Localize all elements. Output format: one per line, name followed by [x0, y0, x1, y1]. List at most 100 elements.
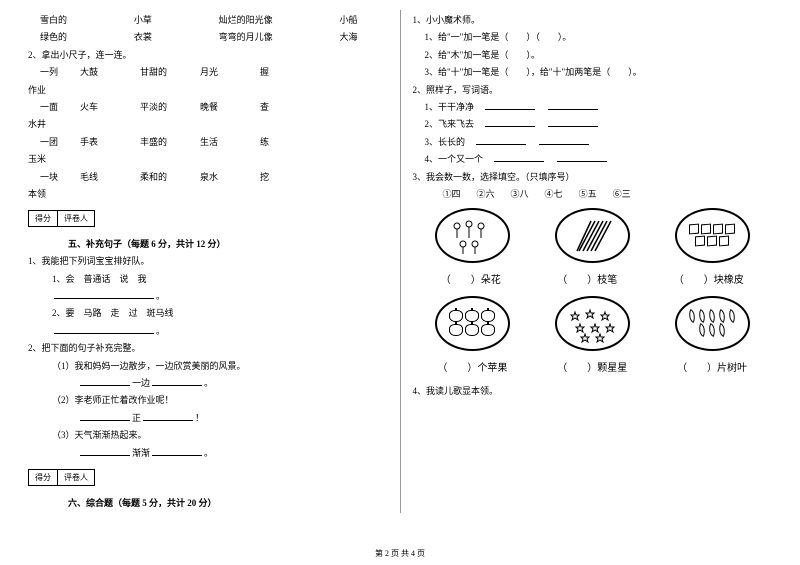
txt: 一边 — [132, 378, 150, 388]
txt: 晚餐 — [200, 100, 260, 114]
blank[interactable] — [548, 109, 598, 110]
blank[interactable] — [80, 420, 130, 421]
apple-icon — [481, 324, 495, 336]
txt: 作业 — [28, 83, 388, 97]
q5-1-2: 2、要 马路 走 过 斑马线 — [28, 306, 388, 320]
opt: ⑤五 — [579, 187, 597, 200]
cube-icon — [689, 224, 699, 235]
score-box: 得分 评卷人 — [28, 210, 95, 227]
blank[interactable] — [548, 126, 598, 127]
blank[interactable] — [485, 109, 535, 110]
apples-oval — [435, 296, 510, 351]
cube-icon — [725, 224, 735, 235]
grader-label: 评卷人 — [58, 470, 94, 485]
txt: 火车 — [80, 100, 140, 114]
blank[interactable] — [557, 161, 607, 162]
txt: 渐渐 — [132, 448, 150, 458]
cube-icon — [701, 224, 711, 235]
txt: 灿烂的阳光像 — [219, 13, 273, 27]
blank[interactable] — [485, 126, 535, 127]
score-label: 得分 — [29, 211, 58, 226]
circle-options: ①四 ②六 ③八 ④七 ⑤五 ⑥三 — [413, 187, 773, 200]
match-row: 雪白的 小草 灿烂的阳光像 小船 — [28, 13, 388, 27]
leaf-icon — [696, 323, 708, 337]
opt: ④七 — [545, 187, 563, 200]
txt: 毛线 — [80, 170, 140, 184]
txt: 玉米 — [28, 152, 388, 166]
apple-icon — [449, 324, 463, 336]
blank[interactable] — [80, 455, 130, 456]
opt: ①四 — [443, 187, 461, 200]
txt: 弯弯的月儿像 — [219, 30, 273, 44]
txt: 正 — [132, 413, 141, 423]
leaf-icon — [706, 309, 718, 323]
txt: 泉水 — [200, 170, 260, 184]
oval-row-1 — [413, 208, 773, 263]
opt: ②六 — [477, 187, 495, 200]
lbl: （ ）枝笔 — [557, 271, 617, 286]
lbl: （ ）个苹果 — [437, 359, 507, 374]
score-box: 得分 评卷人 — [28, 469, 95, 486]
q1-1: 1、给"一"加一笔是（ ）（ ）。 — [413, 30, 773, 44]
apple-icon — [449, 310, 463, 322]
txt: 大鼓 — [80, 65, 140, 79]
labels-row-2: （ ）个苹果 （ ）颗星星 （ ）片树叶 — [413, 359, 773, 374]
txt: 小草 — [134, 13, 152, 27]
txt: 练 — [260, 135, 300, 149]
txt: 本领 — [28, 187, 388, 201]
apple-icon — [481, 310, 495, 322]
q2: 2、照样子，写词语。 — [413, 83, 773, 97]
opt: ③八 — [511, 187, 529, 200]
txt: 水井 — [28, 117, 388, 131]
lbl: （ ）片树叶 — [677, 359, 747, 374]
section6-title: 六、综合题（每题 5 分，共计 20 分） — [68, 496, 388, 509]
txt: 挖 — [260, 170, 300, 184]
blank[interactable] — [80, 385, 130, 386]
apple-icon — [465, 310, 479, 322]
blank[interactable] — [476, 144, 526, 145]
stars-oval — [555, 296, 630, 351]
pencils-oval — [555, 208, 630, 263]
txt: 握 — [260, 65, 300, 79]
page-footer: 第 2 页 共 4 页 — [0, 548, 800, 559]
cube-icon — [713, 224, 723, 235]
blank[interactable] — [54, 333, 154, 334]
txt: 柔和的 — [140, 170, 200, 184]
match2-block: 一列 大鼓 甘甜的 月光 握 作业 一面 火车 平淡的 晚餐 查 水井 一团 手… — [28, 65, 388, 201]
q5-1-1: 1、会 普通话 说 我 — [28, 272, 388, 286]
blank[interactable] — [54, 298, 154, 299]
cube-icon — [695, 236, 705, 247]
leaf-icon — [716, 309, 728, 323]
apple-icon — [465, 324, 479, 336]
blank[interactable] — [494, 161, 544, 162]
q2-3: 3、长长的 — [425, 137, 466, 147]
column-divider — [400, 10, 401, 513]
txt: 平淡的 — [140, 100, 200, 114]
blank[interactable] — [152, 455, 202, 456]
q2-1: 1、干干净净 — [425, 102, 475, 112]
q3: 3、我会数一数，选择填空。（只填序号） — [413, 170, 773, 184]
txt: 一面 — [40, 100, 80, 114]
txt: 一块 — [40, 170, 80, 184]
opt: ⑥三 — [613, 187, 631, 200]
lbl: （ ）块橡皮 — [674, 271, 744, 286]
txt: 月光 — [200, 65, 260, 79]
leaves-oval — [675, 296, 750, 351]
blank[interactable] — [143, 420, 193, 421]
grader-label: 评卷人 — [58, 211, 94, 226]
flowers-oval — [435, 208, 510, 263]
q1-2: 2、给"木"加一笔是（ ）。 — [413, 48, 773, 62]
txt: 绿色的 — [40, 30, 67, 44]
txt: 手表 — [80, 135, 140, 149]
labels-row-1: （ ）朵花 （ ）枝笔 （ ）块橡皮 — [413, 271, 773, 286]
section5-title: 五、补充句子（每题 6 分，共计 12 分） — [68, 237, 388, 250]
blank[interactable] — [152, 385, 202, 386]
q1-3: 3、给"十"加一笔是（ ），给"十"加两笔是（ ）。 — [413, 65, 773, 79]
q5-2: 2、把下面的句子补充完整。 — [28, 341, 388, 355]
leaf-icon — [696, 309, 708, 323]
leaf-icon — [706, 323, 718, 337]
q5-2-1: （1）我和妈妈一边散步，一边欣赏美丽的风景。 — [28, 359, 388, 373]
blank[interactable] — [539, 144, 589, 145]
txt: 一团 — [40, 135, 80, 149]
q4: 4、我读儿歌显本领。 — [413, 384, 773, 398]
